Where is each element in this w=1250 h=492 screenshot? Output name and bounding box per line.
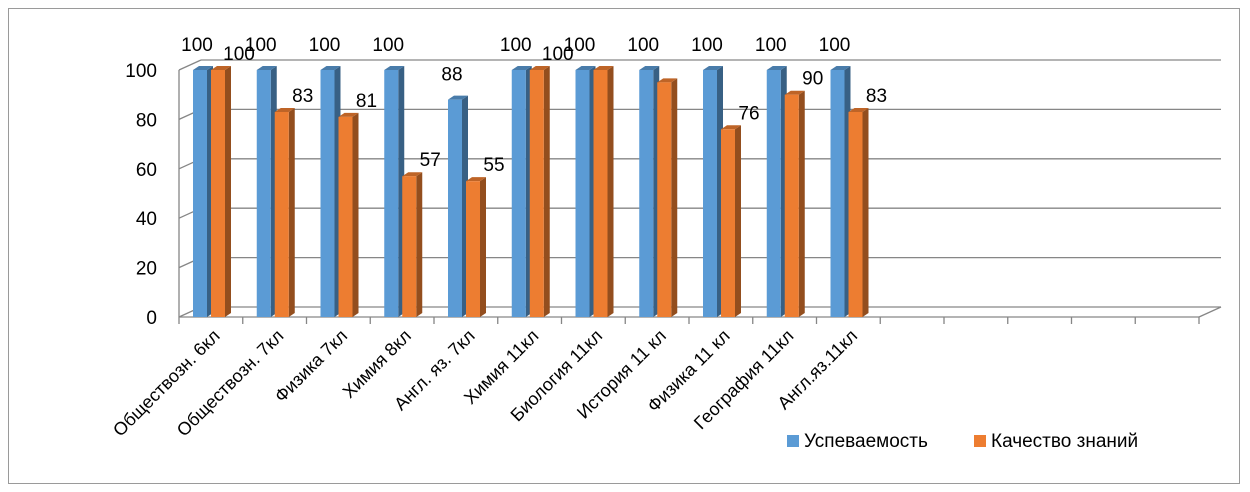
bar-side bbox=[735, 125, 741, 317]
bar-top bbox=[766, 66, 787, 70]
bar-side bbox=[543, 66, 550, 317]
bar-side bbox=[607, 66, 614, 317]
bar-side bbox=[225, 66, 231, 317]
y-tick-label: 40 bbox=[136, 209, 157, 230]
y-tick-label: 0 bbox=[146, 308, 157, 329]
bar-side bbox=[352, 112, 359, 318]
data-label: 100 bbox=[372, 35, 404, 56]
y-tick-label: 100 bbox=[125, 61, 157, 82]
bar-top bbox=[639, 66, 660, 70]
legend-swatch bbox=[787, 435, 799, 447]
bar bbox=[529, 70, 544, 317]
bar-side bbox=[798, 90, 805, 317]
bar-top bbox=[721, 125, 741, 130]
y-tick-label: 80 bbox=[136, 110, 157, 131]
bar-top bbox=[384, 66, 405, 70]
data-label: 100 bbox=[223, 44, 255, 65]
data-label: 100 bbox=[564, 35, 596, 56]
data-label: 76 bbox=[738, 103, 759, 124]
data-label: 55 bbox=[483, 155, 504, 176]
bar bbox=[784, 94, 799, 317]
bar bbox=[848, 111, 863, 318]
bar bbox=[511, 70, 526, 317]
bar-top bbox=[511, 66, 532, 70]
data-label: 83 bbox=[866, 86, 887, 107]
bar-top bbox=[193, 66, 213, 70]
bar bbox=[320, 70, 335, 317]
bar-top bbox=[784, 90, 805, 95]
legend-swatch bbox=[974, 435, 986, 447]
bar bbox=[721, 129, 735, 317]
bar-top bbox=[211, 66, 231, 70]
bar-side bbox=[671, 78, 678, 317]
x-tick-label: Обществозн. 6кл bbox=[109, 326, 224, 441]
bar bbox=[466, 181, 480, 317]
bar bbox=[384, 70, 399, 317]
data-label: 81 bbox=[356, 91, 377, 112]
x-tick-label: Обществозн. 7кл bbox=[173, 326, 288, 441]
bar-side bbox=[480, 177, 486, 317]
bar-top bbox=[338, 112, 359, 117]
bar-side bbox=[862, 107, 869, 318]
bar bbox=[639, 70, 654, 317]
bar-side bbox=[288, 107, 295, 318]
y-tick-label: 20 bbox=[136, 259, 157, 280]
bar-side bbox=[416, 172, 423, 317]
bar bbox=[766, 70, 781, 317]
bar bbox=[830, 70, 845, 317]
data-label: 90 bbox=[802, 69, 823, 90]
bar bbox=[338, 116, 353, 318]
data-label: 100 bbox=[819, 35, 851, 56]
bar-top bbox=[402, 172, 423, 177]
data-label: 100 bbox=[181, 35, 213, 56]
bar bbox=[402, 176, 417, 317]
bar-top bbox=[320, 66, 341, 70]
gridline-side bbox=[178, 59, 202, 71]
bar-top bbox=[657, 78, 678, 83]
bar bbox=[593, 70, 608, 317]
bar bbox=[448, 99, 462, 317]
bar bbox=[211, 70, 225, 317]
bar-top bbox=[830, 66, 851, 70]
data-label: 57 bbox=[420, 150, 441, 171]
bar-top bbox=[848, 107, 869, 112]
bar-top bbox=[256, 66, 277, 70]
y-tick-label: 60 bbox=[136, 160, 157, 181]
bar bbox=[193, 70, 207, 317]
legend-label: Качество знаний bbox=[991, 431, 1138, 452]
data-label: 100 bbox=[691, 35, 723, 56]
data-label: 100 bbox=[755, 35, 787, 56]
bar-top bbox=[466, 177, 486, 182]
bar bbox=[703, 70, 717, 317]
bar-top bbox=[703, 66, 723, 70]
bar-top bbox=[448, 95, 468, 100]
bar-top bbox=[529, 66, 550, 70]
bar-top bbox=[575, 66, 596, 70]
bar bbox=[575, 70, 590, 317]
data-label: 100 bbox=[500, 35, 532, 56]
bar bbox=[657, 82, 672, 317]
legend-label: Успеваемость bbox=[804, 431, 928, 452]
data-label: 100 bbox=[309, 35, 341, 56]
bar-top bbox=[274, 107, 295, 112]
data-label: 100 bbox=[542, 44, 574, 65]
data-label: 100 bbox=[627, 35, 659, 56]
floor-edge bbox=[1198, 306, 1222, 318]
data-label: 83 bbox=[292, 86, 313, 107]
data-label: 88 bbox=[441, 65, 462, 86]
bar bbox=[256, 70, 271, 317]
bar bbox=[274, 111, 289, 318]
data-label: 100 bbox=[245, 35, 277, 56]
chart-frame: 0 20 40 60 80 100 100 100 Обществозн. 6кл 100 83 Об… bbox=[8, 8, 1240, 484]
bar-top bbox=[593, 66, 614, 70]
